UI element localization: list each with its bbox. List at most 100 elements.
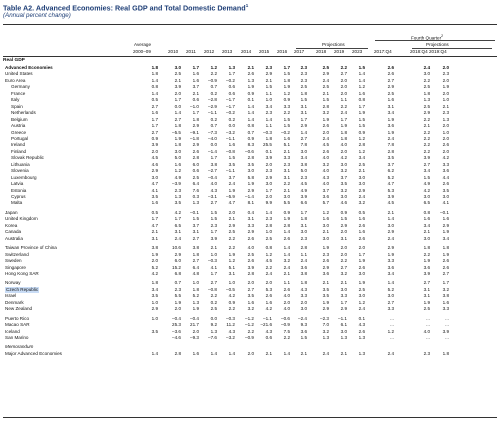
table-cell: –2.3 — [320, 315, 329, 321]
table-cell: 5.8 — [247, 174, 254, 180]
table-cell: 2.1 — [442, 103, 449, 109]
table-cell: 3.6 — [300, 328, 307, 334]
table-cell: –9.3 — [190, 335, 199, 340]
table-cell: 1.7 — [340, 299, 347, 305]
table-cell: –2.4 — [298, 315, 307, 321]
table-cell: 1.6 — [358, 216, 365, 222]
table-cell: 4.1 — [151, 187, 158, 193]
row-label: United States — [5, 71, 33, 77]
table-cell: 4.6 — [340, 200, 347, 206]
table-cell: 6.1 — [340, 322, 347, 328]
table-cell: 3.8 — [192, 245, 199, 251]
table-cell: 3.6 — [322, 194, 329, 199]
table-cell: 1.8 — [174, 142, 181, 148]
table-cell: 1.2 — [322, 209, 329, 215]
table-cell: 1.4 — [151, 77, 158, 83]
table-cell: 2.0 — [442, 77, 449, 83]
table-cell: –2.8 — [208, 97, 217, 103]
table-row: Slovak Republic 4.5 5.0 2.8 1.7 1.5 2.8 3.9 3.3 3… — [0, 155, 500, 161]
table-cell: 2.5 — [322, 65, 329, 70]
table-cell: 2.0 — [300, 299, 307, 305]
memorandum-label: Memorandum — [0, 344, 500, 350]
table-cell: 1.9 — [322, 245, 329, 251]
table-cell: 4.3 — [265, 328, 272, 334]
header-rule — [3, 56, 497, 57]
table-cell: 0.2 — [228, 116, 235, 122]
table-row: New Zealand 2.9 2.0 1.9 2.5 2.2 3.2 4.2 4.0 3.0 2.… — [0, 306, 500, 312]
table-cell: 1.8 — [442, 350, 449, 356]
table-cell: 1.8 — [423, 245, 430, 251]
table-cell: 2.8 — [283, 222, 290, 228]
table-cell: 2.0 — [322, 129, 329, 135]
table-cell: 1.3 — [423, 97, 430, 103]
table-cell: 2.2 — [283, 335, 290, 340]
table-cell: 5.2 — [192, 293, 199, 299]
table-cell: 1.3 — [358, 335, 365, 340]
table-cell: 2.1 — [151, 229, 158, 235]
table-cell: 4.0 — [340, 142, 347, 148]
table-cell: 2.5 — [423, 306, 430, 312]
table-cell: 1.6 — [151, 110, 158, 116]
table-cell: 3.1 — [228, 270, 235, 276]
table-cell: 1.8 — [442, 245, 449, 251]
table-cell: 3.9 — [174, 84, 181, 90]
table-cell: 1.5 — [265, 84, 272, 90]
table-cell: –21.6 — [260, 322, 273, 328]
table-cell: 2.7 — [247, 286, 254, 292]
table-cell: 3.0 — [300, 148, 307, 154]
table-cell: 2.6 — [247, 71, 254, 77]
table-cell: –3.9 — [172, 181, 181, 187]
table-cell: 5.2 — [387, 286, 394, 292]
table-cell: 1.9 — [442, 229, 449, 235]
table-cell: 6.4 — [192, 264, 199, 270]
table-cell: 2.5 — [210, 306, 217, 312]
table-cell: 3.2 — [340, 168, 347, 174]
table-cell: 1.0 — [265, 97, 272, 103]
table-cell: 3.0 — [387, 293, 394, 299]
table-cell: 1.6 — [247, 299, 254, 305]
table-cell: 3.2 — [340, 187, 347, 193]
table-cell: 5.0 — [300, 168, 307, 174]
table-cell: 2.2 — [247, 328, 254, 334]
table-cell: 3.6 — [387, 264, 394, 270]
table-cell: 1.9 — [358, 280, 365, 286]
table-cell: 2.3 — [265, 216, 272, 222]
table-cell: 1.4 — [151, 350, 158, 356]
table-cell: 2.2 — [423, 148, 430, 154]
table-cell: 4.5 — [387, 200, 394, 206]
table-cell: 3.0 — [322, 222, 329, 228]
table-cell: 1.4 — [283, 245, 290, 251]
table-cell: 0.0 — [174, 103, 181, 109]
table-cell: –9.1 — [190, 129, 199, 135]
row-label[interactable]: Czech Republic — [5, 286, 40, 293]
table-cell: 4.5 — [151, 155, 158, 161]
row-label: Luxembourg — [11, 174, 37, 180]
table-cell: 0.1 — [247, 97, 254, 103]
table-cell: 2.0 — [340, 90, 347, 96]
table-title: Table A2. Advanced Economies: Real GDP a… — [3, 3, 249, 13]
table-cell: 2.5 — [192, 174, 199, 180]
table-cell: 1.4 — [247, 110, 254, 116]
table-cell: 1.4 — [265, 209, 272, 215]
table-cell: ... — [426, 322, 430, 328]
table-cell: 3.2 — [247, 306, 254, 312]
table-cell: –1.1 — [263, 315, 272, 321]
table-cell: –0.4 — [172, 315, 181, 321]
table-cell: ... — [426, 335, 430, 340]
table-cell: 1.7 — [300, 116, 307, 122]
table-cell: –1.1 — [208, 110, 217, 116]
table-row: Iceland 3.5 –3.6 2.0 1.3 4.3 2.2 4.3 7.5 3.6 3.2 3.… — [0, 329, 500, 335]
table-cell: 1.4 — [210, 350, 217, 356]
table-cell: 1.5 — [423, 174, 430, 180]
row-label: Advanced Economies — [5, 65, 53, 70]
table-cell: 2.4 — [265, 270, 272, 276]
table-cell: 15.2 — [172, 264, 181, 270]
table-cell: 4.2 — [340, 155, 347, 161]
table-cell: 2.3 — [300, 71, 307, 77]
table-row: Estonia 4.1 2.3 7.6 4.3 1.9 2.9 1.7 2.1 4.9 3.7 3.2… — [0, 188, 500, 194]
table-cell: 2.0 — [340, 251, 347, 257]
table-cell: 4.0 — [423, 328, 430, 334]
table-cell: 2.1 — [322, 229, 329, 235]
table-cell: 1.9 — [228, 187, 235, 193]
